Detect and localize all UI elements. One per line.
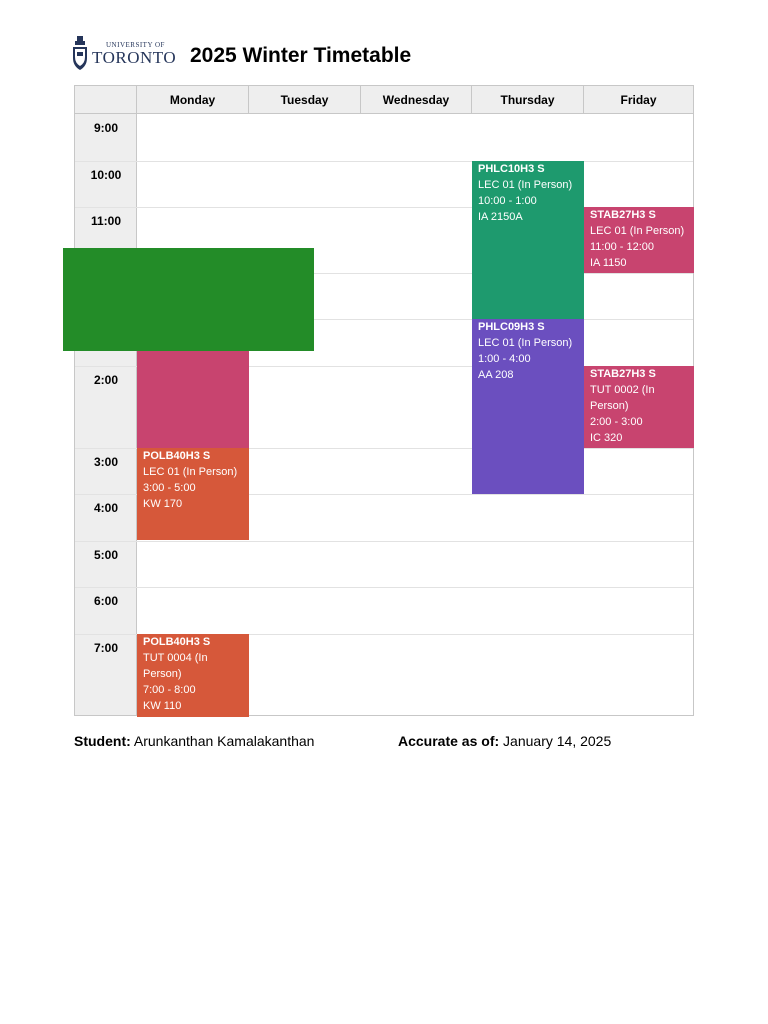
course-section: LEC 01 (In Person) xyxy=(143,466,238,478)
student-label: Student: xyxy=(74,733,131,749)
time-label: 2:00 xyxy=(93,373,119,387)
time-label: 7:00 xyxy=(93,641,119,655)
day-header-monday: Monday xyxy=(137,86,249,114)
row-divider xyxy=(75,273,693,274)
row-divider xyxy=(75,207,693,208)
row-divider xyxy=(75,587,693,588)
accuracy-info: Accurate as of: January 14, 2025 xyxy=(398,733,611,749)
course-room: IA 2150A xyxy=(478,211,523,223)
course-section: LEC 01 (In Person) xyxy=(590,225,685,237)
course-block[interactable]: PHLC10H3 S LEC 01 (In Person) 10:00 - 1:00… xyxy=(472,161,584,319)
course-section: LEC 01 (In Person) xyxy=(478,337,573,349)
course-block[interactable]: POLB40H3 S LEC 01 (In Person) 3:00 - 5:00 K… xyxy=(137,448,249,540)
time-column xyxy=(75,86,137,715)
page-header: UNIVERSITY OF TORONTO xyxy=(72,34,176,74)
course-time: 7:00 - 8:00 xyxy=(143,684,196,696)
course-block[interactable]: STAB27H3 S LEC 01 (In Person) 11:00 - 12:0… xyxy=(584,207,694,273)
row-divider xyxy=(75,634,693,635)
course-code: STAB27H3 S xyxy=(590,368,656,380)
course-section: LEC 01 (In Person) xyxy=(478,179,573,191)
course-block[interactable]: STAB27H3 S TUT 0002 (In Person) 2:00 - 3:0… xyxy=(584,366,694,448)
time-label: 3:00 xyxy=(93,455,119,469)
student-name: Arunkanthan Kamalakanthan xyxy=(133,733,315,749)
time-label: 9:00 xyxy=(93,121,119,135)
accurate-date: January 14, 2025 xyxy=(503,733,612,749)
university-logo: UNIVERSITY OF TORONTO xyxy=(72,36,176,72)
course-time: 3:00 - 5:00 xyxy=(143,482,196,494)
course-room: AA 208 xyxy=(478,369,514,381)
course-room: IA 1150 xyxy=(590,257,627,269)
logo-line-2: TORONTO xyxy=(92,48,177,67)
course-block[interactable]: PHLC09H3 S LEC 01 (In Person) 1:00 - 4:00 A… xyxy=(472,319,584,494)
course-room: IC 320 xyxy=(590,432,623,444)
crest-icon xyxy=(73,36,87,70)
course-time: 10:00 - 1:00 xyxy=(478,195,537,207)
timetable-grid: Monday Tuesday Wednesday Thursday Friday 9:0… xyxy=(74,85,694,717)
course-code: POLB40H3 S xyxy=(143,450,211,462)
redaction-block xyxy=(63,248,314,351)
course-room: KW 170 xyxy=(143,498,183,510)
time-label: 4:00 xyxy=(93,501,119,515)
course-block[interactable]: POLB40H3 S TUT 0004 (In Person) 7:00 - 8:0… xyxy=(137,634,249,717)
row-divider xyxy=(75,448,693,449)
row-divider xyxy=(75,494,693,495)
row-divider xyxy=(75,541,693,542)
course-section: TUT 0004 (In Person) xyxy=(143,652,208,680)
student-info: Student: Arunkanthan Kamalakanthan xyxy=(74,733,314,749)
logo-line-1: UNIVERSITY OF xyxy=(106,41,165,49)
course-code: STAB27H3 S xyxy=(590,209,656,221)
time-label: 11:00 xyxy=(90,214,122,228)
day-header-friday: Friday xyxy=(584,86,694,114)
course-code: PHLC09H3 S xyxy=(478,321,545,333)
course-code: PHLC10H3 S xyxy=(478,163,545,175)
course-room: KW 110 xyxy=(143,700,182,712)
day-header-tuesday: Tuesday xyxy=(249,86,361,114)
time-label: 6:00 xyxy=(93,594,119,608)
time-label: 10:00 xyxy=(90,168,122,182)
course-time: 2:00 - 3:00 xyxy=(590,416,643,428)
row-divider xyxy=(75,366,693,367)
course-code: POLB40H3 S xyxy=(143,636,211,648)
course-time: 11:00 - 12:00 xyxy=(590,241,655,253)
day-header-wednesday: Wednesday xyxy=(361,86,472,114)
row-divider xyxy=(75,161,693,162)
corner-cell xyxy=(75,86,137,114)
course-time: 1:00 - 4:00 xyxy=(478,353,531,365)
page-title: 2025 Winter Timetable xyxy=(190,44,412,67)
time-label: 5:00 xyxy=(93,548,119,562)
accurate-label: Accurate as of: xyxy=(398,733,500,749)
course-section: TUT 0002 (In Person) xyxy=(590,384,655,412)
day-header-thursday: Thursday xyxy=(472,86,584,114)
row-divider xyxy=(75,319,693,320)
